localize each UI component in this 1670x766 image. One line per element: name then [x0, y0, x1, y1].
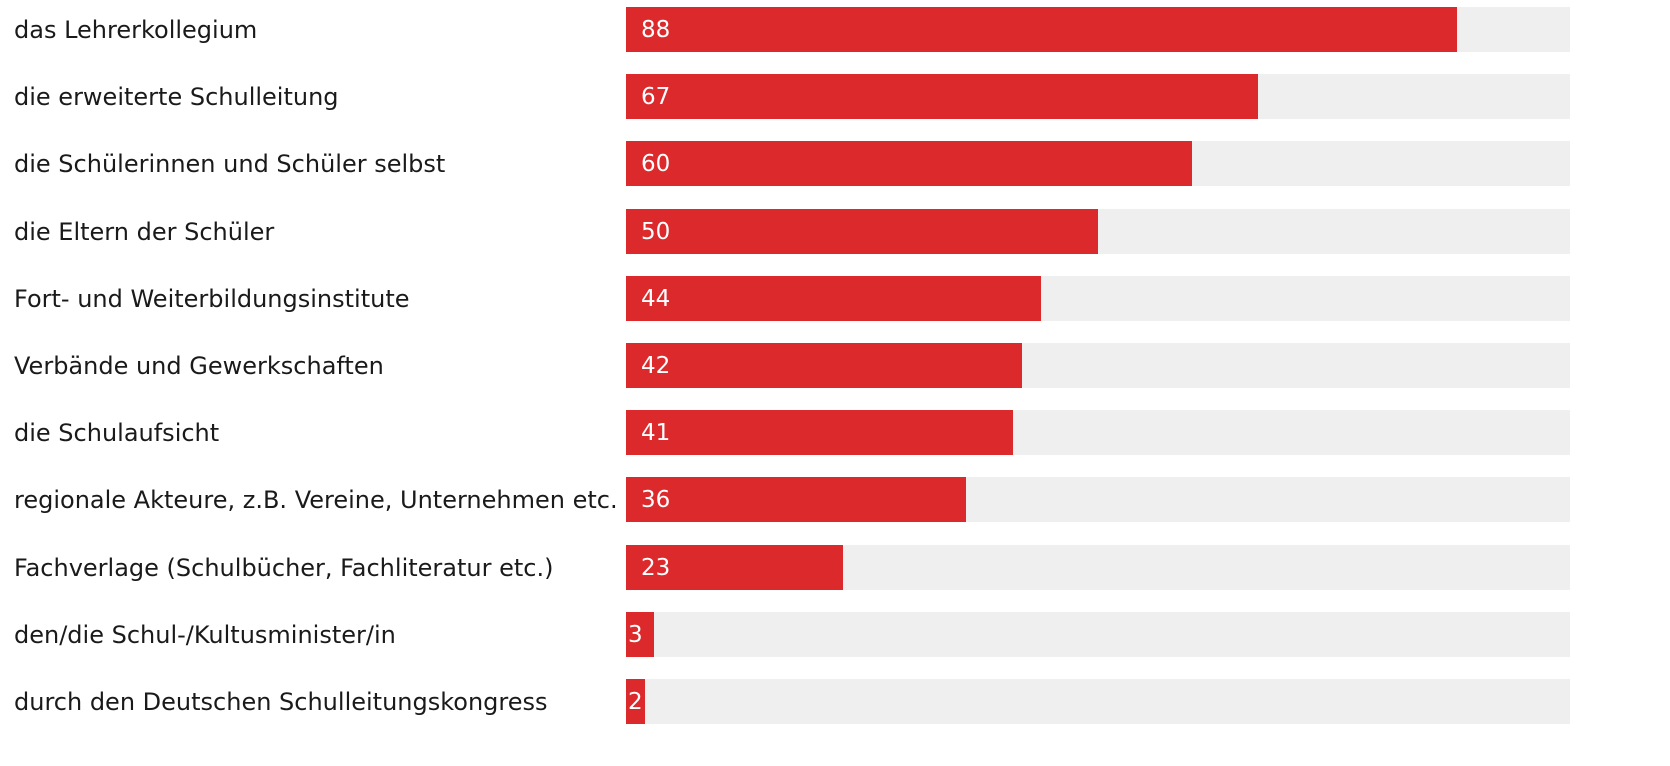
bar	[626, 7, 1457, 52]
bar-value-label: 36	[641, 487, 671, 514]
bar	[626, 544, 844, 590]
bar-track: 41	[626, 410, 1570, 456]
bar-track: 67	[626, 74, 1570, 120]
bar-track: 44	[626, 275, 1570, 321]
category-label: das Lehrerkollegium	[14, 16, 258, 44]
category-label: die erweiterte Schulleitung	[14, 83, 339, 112]
category-label: Fort- und Weiterbildungsinstitute	[14, 284, 410, 313]
bar	[626, 141, 1193, 187]
bar-value-label: 88	[641, 17, 671, 43]
bar-value-label: 60	[641, 151, 671, 178]
category-label: den/die Schul-/Kultusminister/in	[14, 620, 396, 649]
bar-value-label: 41	[641, 420, 671, 447]
bar-value-label: 3	[628, 621, 643, 648]
bar	[626, 208, 1098, 254]
bar	[626, 611, 655, 657]
bar	[626, 477, 966, 523]
bar-track: 42	[626, 343, 1570, 388]
category-label: die Schülerinnen und Schüler selbst	[14, 150, 446, 179]
bar-value-label: 44	[641, 285, 671, 312]
bar-track: 88	[626, 7, 1570, 52]
bar	[626, 343, 1023, 388]
category-label: die Eltern der Schüler	[14, 217, 275, 246]
category-label: Fachverlage (Schulbücher, Fachliteratur …	[14, 553, 554, 582]
bar-track: 3	[626, 611, 1570, 657]
bar	[626, 275, 1042, 321]
category-label: durch den Deutschen Schulleitungskongres…	[14, 688, 548, 716]
bar-value-label: 50	[641, 218, 671, 245]
bar	[626, 74, 1259, 120]
category-label: regionale Akteure, z.B. Vereine, Unterne…	[14, 486, 618, 515]
bar-value-label: 23	[641, 554, 671, 581]
category-label: die Schulaufsicht	[14, 419, 220, 448]
bar-track: 23	[626, 544, 1570, 590]
bar-track: 50	[626, 208, 1570, 254]
bar	[626, 679, 645, 724]
bar-value-label: 42	[641, 353, 671, 379]
bar-track: 60	[626, 141, 1570, 187]
bar-value-label: 67	[641, 84, 671, 111]
bar-track: 2	[626, 679, 1570, 724]
bar-value-label: 2	[628, 689, 643, 715]
bar-track: 36	[626, 477, 1570, 523]
bar	[626, 410, 1014, 456]
category-label: Verbände und Gewerkschaften	[14, 352, 384, 380]
